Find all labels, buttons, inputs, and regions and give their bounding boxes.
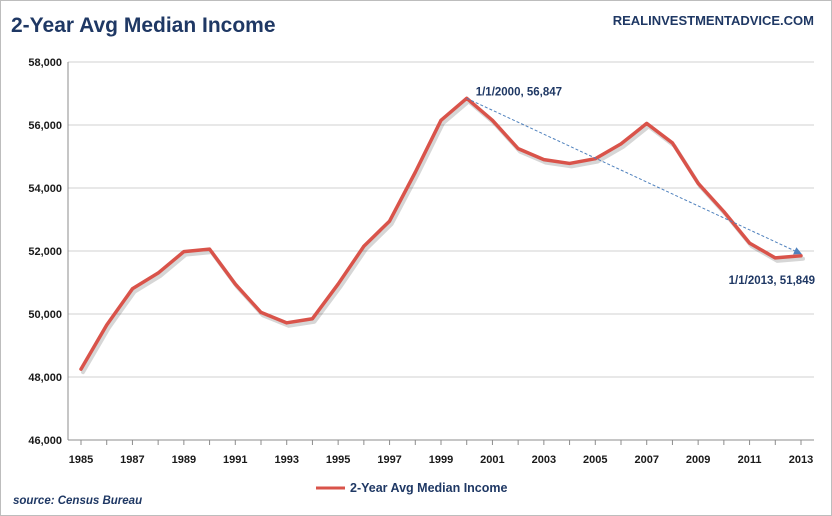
axes — [67, 62, 814, 445]
data-point — [491, 118, 494, 122]
annotation-peak: 1/1/2000, 56,847 — [476, 86, 562, 98]
annotations: 1/1/2000, 56,847 1/1/2013, 51,849 — [466, 86, 815, 287]
trend-arrow — [466, 97, 802, 255]
x-tick-label: 1987 — [120, 454, 144, 466]
data-point — [131, 287, 134, 291]
legend-label: 2-Year Avg Median Income — [350, 481, 508, 495]
y-tick-label: 46,000 — [28, 435, 62, 447]
x-tick-label: 2013 — [789, 454, 813, 466]
annotation-latest: 1/1/2013, 51,849 — [729, 275, 815, 287]
data-point — [182, 250, 186, 254]
data-point — [362, 244, 366, 248]
source-note: source: Census Bureau — [13, 495, 142, 507]
x-tick-label: 2007 — [634, 454, 658, 466]
data-point — [156, 271, 160, 275]
data-point — [696, 181, 700, 185]
y-tick-label: 54,000 — [28, 183, 62, 195]
data-point — [722, 210, 726, 214]
x-tick-label: 1985 — [69, 454, 93, 466]
data-point — [311, 317, 314, 321]
series-group — [79, 96, 805, 375]
x-tick-label: 1989 — [172, 454, 196, 466]
series-line-shadow — [81, 99, 805, 375]
y-tick-label: 56,000 — [28, 120, 62, 132]
legend: 2-Year Avg Median Income — [316, 481, 508, 495]
data-point — [233, 282, 237, 286]
data-point — [208, 247, 211, 251]
x-tick-label: 1993 — [274, 454, 298, 466]
x-tick-label: 2005 — [583, 454, 607, 466]
data-point — [105, 323, 109, 327]
x-tick-label: 1997 — [377, 454, 401, 466]
y-tick-label: 50,000 — [28, 309, 62, 321]
chart-title: 2-Year Avg Median Income — [11, 14, 276, 37]
data-point — [413, 170, 417, 174]
data-point — [568, 162, 571, 165]
x-tick-label: 1999 — [429, 454, 453, 466]
x-tick-label: 2009 — [686, 454, 710, 466]
x-tick-label: 2003 — [532, 454, 556, 466]
gridlines — [68, 61, 814, 378]
x-tick-label: 2001 — [480, 454, 504, 466]
data-point — [516, 147, 520, 151]
data-point — [542, 158, 546, 162]
x-tick-label: 1995 — [326, 454, 350, 466]
data-point — [79, 367, 83, 371]
y-tick-label: 58,000 — [28, 57, 62, 69]
data-point — [671, 141, 674, 145]
data-point — [285, 321, 289, 325]
data-point — [799, 254, 803, 258]
series-line — [79, 96, 803, 371]
data-point — [336, 282, 340, 286]
data-point — [645, 122, 649, 125]
x-axis-tick-labels: 1985 1987 1989 1991 1993 1995 1997 1999 2001 2003… — [69, 454, 813, 466]
x-tick-label: 1991 — [223, 454, 247, 466]
y-tick-label: 48,000 — [28, 372, 62, 384]
data-point — [619, 142, 623, 146]
data-point — [388, 219, 391, 223]
y-tick-label: 52,000 — [28, 246, 62, 258]
data-point — [439, 118, 443, 122]
y-axis-tick-labels: 46,000 48,000 50,000 52,000 54,000 56,000 58,0… — [28, 57, 62, 447]
brand-watermark: REALINVESTMENTADVICE.COM — [613, 13, 814, 28]
data-point — [748, 241, 751, 245]
data-point — [773, 256, 777, 260]
x-tick-label: 2011 — [738, 454, 762, 466]
data-point — [259, 311, 263, 314]
